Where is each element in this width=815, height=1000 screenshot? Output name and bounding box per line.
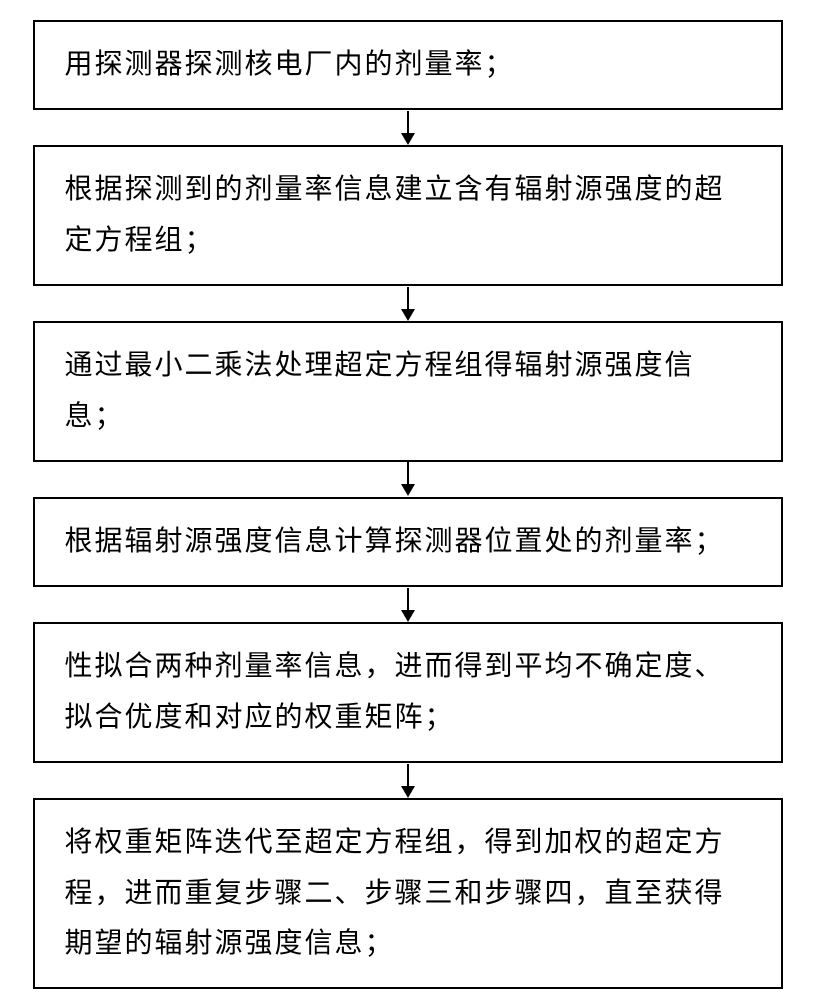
flowchart-container: 用探测器探测核电厂内的剂量率； 根据探测到的剂量率信息建立含有辐射源强度的超定方…	[0, 0, 815, 989]
step-text: 通过最小二乘法处理超定方程组得辐射源强度信息；	[65, 350, 695, 431]
arrow-line-icon	[407, 588, 409, 610]
flowchart-step-3: 通过最小二乘法处理超定方程组得辐射源强度信息；	[33, 321, 783, 462]
arrow-line-icon	[407, 111, 409, 133]
arrow-2	[401, 286, 415, 321]
flowchart-step-1: 用探测器探测核电厂内的剂量率；	[33, 20, 783, 110]
flowchart-step-5: 性拟合两种剂量率信息，进而得到平均不确定度、拟合优度和对应的权重矩阵；	[33, 622, 783, 763]
arrow-line-icon	[407, 287, 409, 309]
step-text: 将权重矩阵迭代至超定方程组，得到加权的超定方程，进而重复步骤二、步骤三和步骤四，…	[65, 827, 725, 959]
arrow-head-icon	[401, 610, 415, 622]
step-text: 根据辐射源强度信息计算探测器位置处的剂量率；	[65, 526, 725, 557]
arrow-head-icon	[401, 309, 415, 321]
arrow-head-icon	[401, 133, 415, 145]
arrow-1	[401, 110, 415, 145]
step-text: 用探测器探测核电厂内的剂量率；	[65, 49, 515, 80]
arrow-line-icon	[407, 462, 409, 484]
flowchart-step-4: 根据辐射源强度信息计算探测器位置处的剂量率；	[33, 497, 783, 587]
arrow-head-icon	[401, 786, 415, 798]
arrow-5	[401, 763, 415, 798]
flowchart-step-6: 将权重矩阵迭代至超定方程组，得到加权的超定方程，进而重复步骤二、步骤三和步骤四，…	[33, 798, 783, 989]
arrow-4	[401, 587, 415, 622]
step-text: 根据探测到的剂量率信息建立含有辐射源强度的超定方程组；	[65, 174, 725, 255]
arrow-head-icon	[401, 484, 415, 496]
step-text: 性拟合两种剂量率信息，进而得到平均不确定度、拟合优度和对应的权重矩阵；	[65, 651, 725, 732]
flowchart-step-2: 根据探测到的剂量率信息建立含有辐射源强度的超定方程组；	[33, 145, 783, 286]
arrow-3	[401, 462, 415, 497]
arrow-line-icon	[407, 764, 409, 786]
